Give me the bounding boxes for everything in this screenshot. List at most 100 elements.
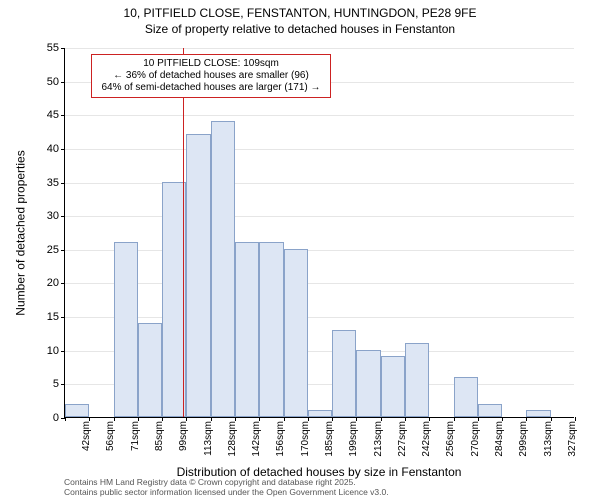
x-tick-mark [308, 417, 309, 421]
x-tick-label: 71sqm [130, 421, 141, 451]
histogram-bar [235, 242, 259, 417]
annotation-line: 64% of semi-detached houses are larger (… [98, 82, 324, 94]
footer-line-2: Contains public sector information licen… [64, 488, 590, 498]
x-tick-mark [405, 417, 406, 421]
x-tick-mark [356, 417, 357, 421]
y-gridline [65, 216, 574, 217]
histogram-bar [308, 410, 332, 417]
y-tick-mark [61, 149, 65, 150]
x-tick-mark [381, 417, 382, 421]
annotation-line: ← 36% of detached houses are smaller (96… [98, 70, 324, 82]
y-tick-mark [61, 183, 65, 184]
x-tick-label: 313sqm [543, 421, 554, 457]
x-tick-mark [89, 417, 90, 421]
histogram-bar [65, 404, 89, 417]
histogram-bar [114, 242, 138, 417]
x-tick-label: 42sqm [81, 421, 92, 451]
x-tick-mark [526, 417, 527, 421]
x-tick-mark [162, 417, 163, 421]
x-tick-mark [211, 417, 212, 421]
y-gridline [65, 317, 574, 318]
x-tick-label: 213sqm [373, 421, 384, 457]
annotation-box: 10 PITFIELD CLOSE: 109sqm← 36% of detach… [91, 54, 331, 98]
y-gridline [65, 115, 574, 116]
x-tick-mark [259, 417, 260, 421]
x-tick-label: 270sqm [470, 421, 481, 457]
y-gridline [65, 149, 574, 150]
x-tick-label: 128sqm [227, 421, 238, 457]
histogram-bar [381, 356, 405, 417]
x-tick-mark [429, 417, 430, 421]
y-tick-mark [61, 48, 65, 49]
x-tick-mark [575, 417, 576, 421]
x-tick-mark [138, 417, 139, 421]
histogram-bar [356, 350, 380, 417]
y-tick-label: 55 [35, 42, 59, 54]
x-tick-label: 99sqm [178, 421, 189, 451]
histogram-bar [284, 249, 308, 417]
x-tick-label: 327sqm [567, 421, 578, 457]
histogram-bar [259, 242, 283, 417]
histogram-bar [332, 330, 356, 417]
x-tick-label: 227sqm [397, 421, 408, 457]
x-tick-label: 256sqm [445, 421, 456, 457]
x-tick-label: 242sqm [421, 421, 432, 457]
y-tick-mark [61, 317, 65, 318]
y-gridline [65, 183, 574, 184]
x-tick-mark [551, 417, 552, 421]
x-tick-label: 185sqm [324, 421, 335, 457]
histogram-bar [478, 404, 502, 417]
x-tick-mark [284, 417, 285, 421]
y-tick-label: 45 [35, 109, 59, 121]
y-tick-label: 35 [35, 177, 59, 189]
attribution-footer: Contains HM Land Registry data © Crown c… [64, 478, 590, 498]
x-tick-mark [114, 417, 115, 421]
histogram-bar [186, 134, 210, 417]
y-tick-mark [61, 115, 65, 116]
histogram-bar [526, 410, 550, 417]
x-tick-mark [454, 417, 455, 421]
y-tick-label: 30 [35, 210, 59, 222]
y-tick-label: 5 [35, 378, 59, 390]
plot: 051015202530354045505542sqm56sqm71sqm85s… [64, 48, 574, 418]
y-tick-label: 0 [35, 412, 59, 424]
y-tick-label: 10 [35, 345, 59, 357]
x-tick-label: 199sqm [348, 421, 359, 457]
x-tick-mark [332, 417, 333, 421]
x-tick-label: 113sqm [203, 421, 214, 456]
y-tick-label: 25 [35, 244, 59, 256]
chart-plot-area: 051015202530354045505542sqm56sqm71sqm85s… [64, 48, 574, 418]
y-tick-mark [61, 250, 65, 251]
x-tick-mark [502, 417, 503, 421]
histogram-bar [211, 121, 235, 417]
x-tick-mark [65, 417, 66, 421]
y-axis-title: Number of detached properties [14, 48, 28, 418]
x-tick-label: 284sqm [494, 421, 505, 457]
title-line-1: 10, PITFIELD CLOSE, FENSTANTON, HUNTINGD… [0, 6, 600, 22]
y-tick-label: 50 [35, 76, 59, 88]
y-tick-mark [61, 283, 65, 284]
y-tick-label: 40 [35, 143, 59, 155]
y-tick-mark [61, 82, 65, 83]
property-marker-line [183, 48, 184, 417]
x-tick-label: 85sqm [154, 421, 165, 451]
x-tick-label: 156sqm [275, 421, 286, 457]
y-tick-label: 20 [35, 277, 59, 289]
x-tick-label: 299sqm [518, 421, 529, 457]
x-tick-label: 56sqm [105, 421, 116, 451]
x-tick-label: 142sqm [251, 421, 262, 457]
chart-title-block: 10, PITFIELD CLOSE, FENSTANTON, HUNTINGD… [0, 0, 600, 37]
y-tick-mark [61, 384, 65, 385]
x-tick-mark [478, 417, 479, 421]
x-tick-label: 170sqm [300, 421, 311, 457]
x-tick-mark [235, 417, 236, 421]
y-gridline [65, 283, 574, 284]
histogram-bar [454, 377, 478, 417]
y-tick-label: 15 [35, 311, 59, 323]
x-tick-mark [186, 417, 187, 421]
histogram-bar [138, 323, 162, 417]
y-gridline [65, 48, 574, 49]
y-gridline [65, 250, 574, 251]
annotation-line: 10 PITFIELD CLOSE: 109sqm [98, 58, 324, 70]
y-tick-mark [61, 351, 65, 352]
